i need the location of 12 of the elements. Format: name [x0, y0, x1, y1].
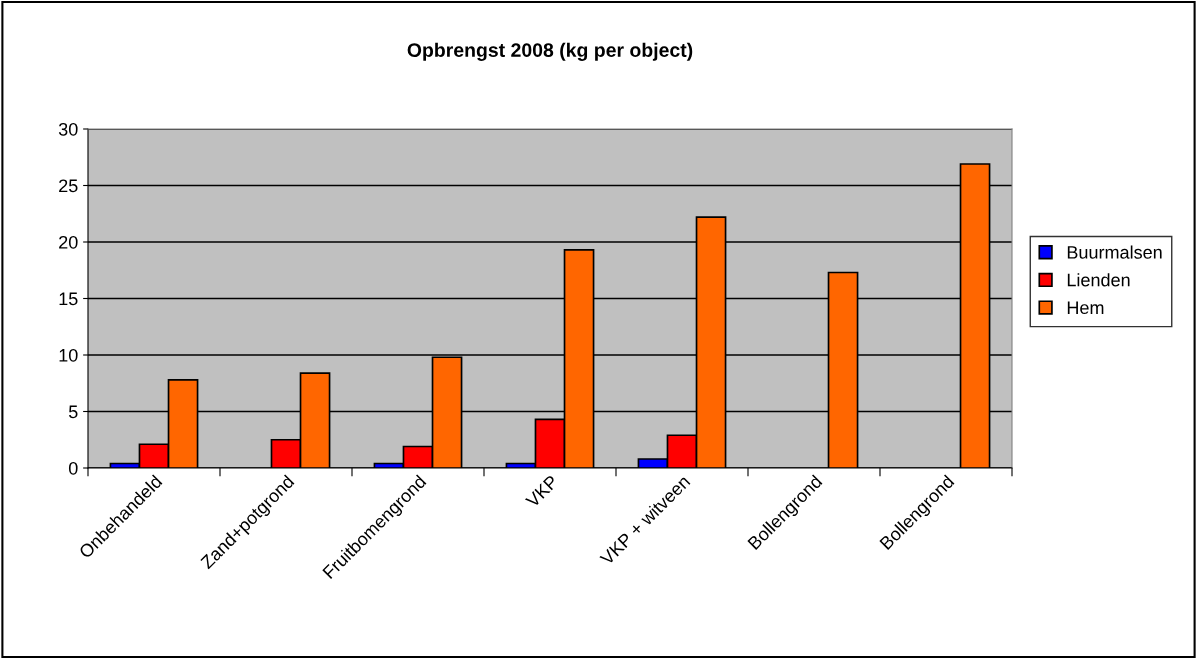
legend-label: Lienden [1067, 273, 1130, 287]
y-tick-label: 30 [58, 122, 78, 136]
x-tick-label: VKP [524, 474, 559, 509]
chart-title: Opbrengst 2008 (kg per object) [407, 42, 693, 61]
legend-label: Buurmalsen [1067, 245, 1162, 259]
y-tick-label: 0 [68, 461, 78, 475]
legend-label: Hem [1067, 301, 1104, 315]
y-tick-label: 25 [59, 179, 78, 193]
y-tick-label: 20 [59, 235, 78, 249]
y-tick-label: 10 [59, 348, 78, 362]
y-tick-label: 5 [68, 405, 78, 419]
y-tick-label: 15 [59, 292, 78, 306]
